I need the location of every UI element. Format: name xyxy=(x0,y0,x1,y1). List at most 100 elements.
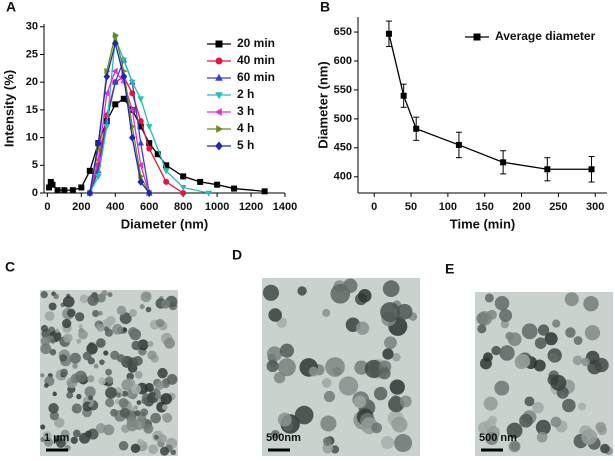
particle xyxy=(396,303,413,320)
particle xyxy=(499,345,515,361)
particle xyxy=(105,376,114,384)
particle xyxy=(364,359,383,379)
marker xyxy=(103,72,111,81)
marker xyxy=(95,167,102,174)
legend-marker xyxy=(216,125,224,133)
particle xyxy=(40,290,48,299)
particle xyxy=(126,372,134,381)
particle xyxy=(483,352,493,362)
x-tick-label: 150 xyxy=(476,201,494,213)
particle xyxy=(130,443,141,454)
particle xyxy=(96,338,106,348)
particle xyxy=(144,382,154,392)
particle xyxy=(79,432,91,444)
marker xyxy=(179,185,187,192)
particle xyxy=(271,429,280,439)
y-tick-label: 5 xyxy=(32,159,38,171)
particle xyxy=(44,383,49,388)
particle xyxy=(40,373,45,378)
particle xyxy=(380,436,394,450)
x-tick-label: 1400 xyxy=(273,201,297,213)
legend-label: 20 min xyxy=(237,36,275,50)
particle xyxy=(84,386,96,398)
particle xyxy=(391,416,408,433)
particle xyxy=(116,354,126,363)
particle xyxy=(103,350,109,356)
marker xyxy=(500,159,507,166)
particle xyxy=(98,310,103,316)
y-axis-label: Diameter (nm) xyxy=(315,61,330,148)
particle xyxy=(549,352,559,363)
panel-label: D xyxy=(232,247,242,263)
particle xyxy=(583,295,599,312)
particle xyxy=(129,406,135,412)
particle xyxy=(87,375,95,383)
marker xyxy=(137,161,144,169)
particle xyxy=(343,278,358,293)
particle xyxy=(40,336,51,346)
particle xyxy=(105,368,112,376)
particle xyxy=(140,408,149,417)
particle xyxy=(600,443,610,454)
particle xyxy=(534,337,547,349)
particle xyxy=(521,323,538,340)
particle xyxy=(164,337,175,349)
marker xyxy=(588,166,595,173)
particle xyxy=(491,345,501,356)
particle xyxy=(78,329,88,340)
legend-marker xyxy=(215,40,223,48)
marker xyxy=(111,78,119,85)
series-line xyxy=(388,33,592,170)
particle xyxy=(325,357,345,377)
particle xyxy=(136,400,142,405)
marker xyxy=(128,79,136,86)
particle xyxy=(535,419,551,435)
particle xyxy=(399,395,412,408)
particle xyxy=(321,378,332,388)
particle xyxy=(320,415,337,432)
marker xyxy=(137,139,145,146)
x-axis-label: Diameter (nm) xyxy=(121,216,208,231)
y-tick-label: 15 xyxy=(26,104,38,116)
particle xyxy=(132,357,138,363)
particle xyxy=(147,350,157,360)
x-tick-label: 800 xyxy=(174,201,192,213)
particle xyxy=(384,336,397,350)
marker xyxy=(95,173,102,180)
particle xyxy=(147,340,154,347)
particle xyxy=(40,343,52,355)
particle xyxy=(60,368,69,377)
particle xyxy=(500,319,510,329)
legend-label: 3 h xyxy=(237,104,254,118)
particle xyxy=(141,397,148,405)
particle xyxy=(88,402,93,408)
x-tick-label: 1000 xyxy=(205,201,229,213)
particle xyxy=(139,304,145,310)
particle xyxy=(578,402,587,411)
particle xyxy=(353,395,367,409)
particle xyxy=(485,431,499,446)
particle xyxy=(380,302,401,322)
particle xyxy=(92,309,100,318)
scale-label: 1 µm xyxy=(44,432,70,444)
legend-label: 5 h xyxy=(237,138,254,152)
marker xyxy=(145,124,153,131)
particle xyxy=(550,416,562,428)
marker xyxy=(145,189,153,197)
particle xyxy=(378,367,391,380)
marker xyxy=(86,167,93,174)
x-tick-label: 50 xyxy=(405,201,417,213)
marker xyxy=(103,89,110,97)
particle xyxy=(499,308,513,323)
legend-label: 2 h xyxy=(237,87,254,101)
particle xyxy=(355,321,370,335)
particle xyxy=(279,343,294,358)
legend-marker xyxy=(214,108,222,116)
particle xyxy=(56,438,66,448)
particle xyxy=(162,414,167,419)
particle xyxy=(104,328,114,337)
series-line xyxy=(89,37,209,194)
marker xyxy=(154,151,161,158)
particle xyxy=(76,393,82,400)
